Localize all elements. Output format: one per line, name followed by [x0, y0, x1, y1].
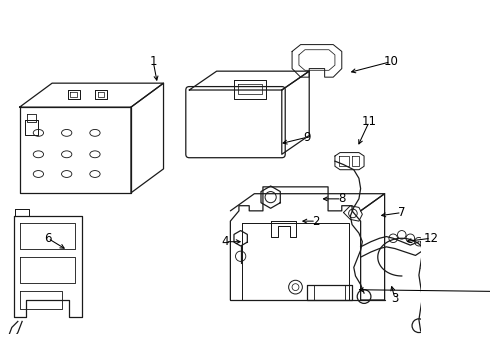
Text: 6: 6	[44, 232, 51, 245]
Text: 4: 4	[221, 235, 229, 248]
Text: 7: 7	[398, 206, 406, 219]
Text: 10: 10	[383, 55, 398, 68]
Text: 12: 12	[423, 232, 439, 245]
Text: 3: 3	[391, 292, 398, 305]
Text: 9: 9	[304, 131, 311, 144]
Text: 1: 1	[149, 55, 157, 68]
Text: 8: 8	[338, 192, 345, 205]
Text: 11: 11	[362, 115, 377, 128]
Text: 2: 2	[312, 215, 320, 228]
